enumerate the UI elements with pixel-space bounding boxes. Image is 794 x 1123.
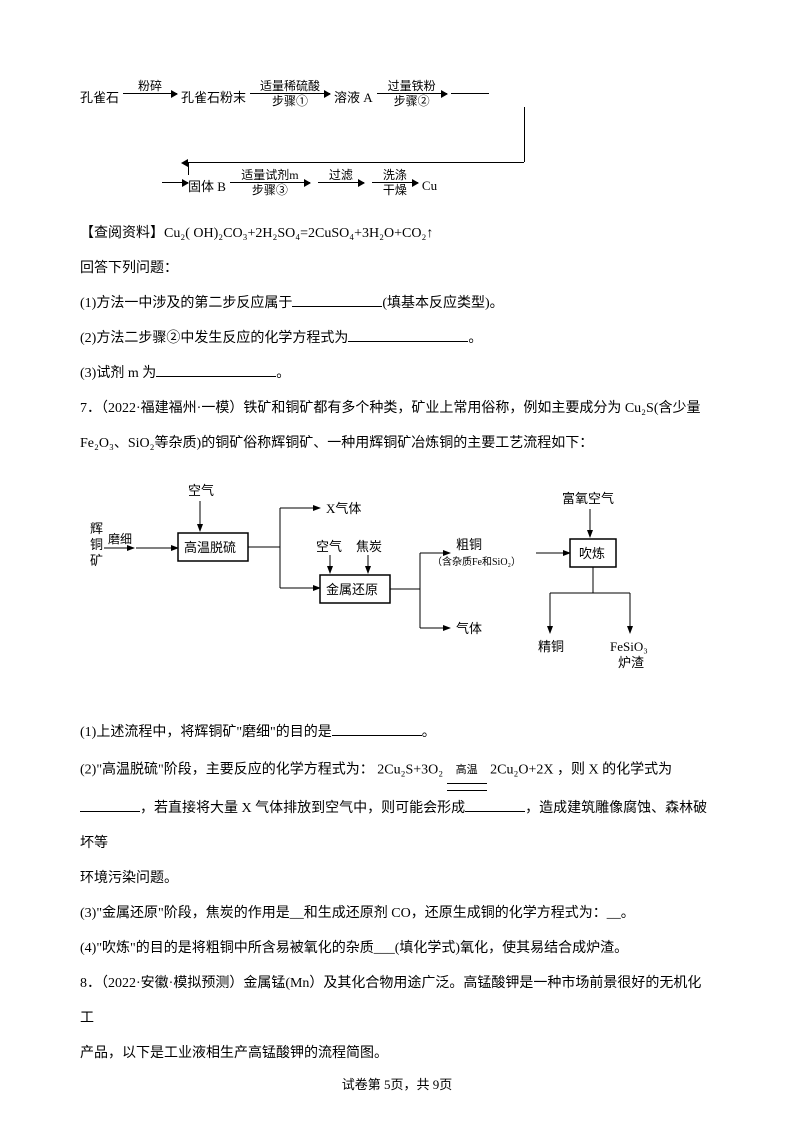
q7-2-eq-left: 2Cu₂S+3O₂ [377, 763, 443, 778]
q3-post: 。 [276, 366, 290, 381]
f2-gas: 气体 [456, 621, 482, 636]
flow1-arrow5-top: 过滤 [329, 169, 353, 181]
svg-text:铜: 铜 [90, 537, 103, 552]
flow1-arrow1-label: 粉碎 [138, 80, 162, 92]
q7-3: (3)"金属还原"阶段，焦炭的作用是__和生成还原剂 CO，还原生成铜的化学方程… [80, 896, 714, 931]
q7-2-blank-rain[interactable] [465, 797, 525, 812]
q7-line1: 7．（2022·福建福州·一模）铁矿和铜矿都有多个种类，矿业上常用俗称，例如主要… [80, 391, 714, 426]
f2-crude: 粗铜 [456, 537, 482, 552]
q2-blank[interactable] [348, 327, 468, 342]
f2-blow: 吹炼 [579, 546, 605, 561]
f2-coke: 焦炭 [356, 539, 382, 554]
flow1-node-powder: 孔雀石粉末 [181, 81, 246, 106]
f2-air2: 空气 [316, 539, 342, 554]
flow1-node-solution-a: 溶液 A [334, 81, 373, 106]
flow1-arrow6-bot: 干燥 [383, 184, 407, 196]
q1-post: (填基本反应类型)。 [382, 296, 503, 311]
flow-diagram-2: 辉 铜 矿 磨细 空气 高温脱硫 X气体 空气 焦炭 [80, 473, 714, 703]
f2-slag1: FeSiO₃ [610, 639, 648, 654]
q8-line2: 产品，以下是工业液相生产高锰酸钾的流程简图。 [80, 1036, 714, 1071]
q7-1-post: 。 [422, 725, 436, 740]
q7-2-blank-x[interactable] [80, 797, 140, 812]
flow1-arrow3-bot: 步骤② [394, 95, 430, 107]
flow1-node-cu: Cu [422, 172, 437, 194]
q7-2-mid: ，若直接将大量 X 气体排放到空气中，则可能会形成 [140, 801, 465, 816]
q3-pre: (3)试剂 m 为 [80, 366, 156, 381]
flow1-node-solid-b: 固体 B [188, 170, 226, 195]
q8-line1: 8．（2022·安徽·模拟预测）金属锰(Mn）及其化合物用途广泛。高锰酸钾是一种… [80, 966, 714, 1036]
flow1-arrow3-top: 过量铁粉 [388, 80, 436, 92]
f2-impurity: （含杂质Fe和SiO₂） [432, 555, 521, 568]
q3-blank[interactable] [156, 362, 276, 377]
q2-pre: (2)方法二步骤②中发生反应的化学方程式为 [80, 331, 348, 346]
q1-blank[interactable] [292, 292, 382, 307]
f2-pure: 精铜 [538, 639, 564, 654]
q7-2-post1: ，则 X 的化学式为 [557, 763, 672, 778]
q7-1-blank[interactable] [332, 721, 422, 736]
q7-line2: Fe₂O₃、SiO₂等杂质)的铜矿俗称辉铜矿、一种用辉铜矿冶炼铜的主要工艺流程如… [80, 426, 714, 461]
q1-pre: (1)方法一中涉及的第二步反应属于 [80, 296, 292, 311]
reference-equation: Cu₂( OH)₂CO₃+2H₂SO₄=2CuSO₄+3H₂O+CO₂↑ [164, 226, 433, 241]
f2-desulfurize: 高温脱硫 [184, 540, 236, 555]
q7-2-pre: (2)"高温脱硫"阶段，主要反应的化学方程式为： [80, 763, 374, 778]
f2-richair: 富氧空气 [562, 491, 614, 506]
page-footer: 试卷第 5页，共 9页 [0, 1074, 794, 1093]
questions-intro: 回答下列问题： [80, 251, 714, 286]
flow1-arrow2-bot: 步骤① [272, 95, 308, 107]
flow-diagram-1: 孔雀石 粉碎 孔雀石粉末 适量稀硫酸 步骤① 溶液 A 过量铁粉 步骤② [80, 70, 714, 216]
reaction-condition-arrow: 高温 [447, 750, 487, 791]
q7-2-eq-right: 2Cu₂O+2X [490, 763, 553, 778]
flow1-arrow4-bot: 步骤③ [252, 184, 288, 196]
svg-text:矿: 矿 [90, 553, 103, 568]
flow1-node-kongqueshi: 孔雀石 [80, 81, 119, 106]
flow1-arrow6-top: 洗涤 [383, 169, 407, 181]
f2-grind-label: 磨细 [108, 532, 132, 546]
f2-reduce: 金属还原 [326, 582, 378, 597]
q7-4: (4)"吹炼"的目的是将粗铜中所含易被氧化的杂质___(填化学式)氧化，使其易结… [80, 931, 714, 966]
f2-slag2: 炉渣 [618, 655, 644, 670]
q2-post: 。 [468, 331, 482, 346]
q7-2-line3: 环境污染问题。 [80, 861, 714, 896]
f2-air1: 空气 [188, 483, 214, 498]
f2-xgas: X气体 [326, 501, 361, 516]
q7-1-pre: (1)上述流程中，将辉铜矿"磨细"的目的是 [80, 725, 332, 740]
f2-label-ore: 辉 [90, 521, 103, 536]
reference-label: 【查阅资料】 [80, 226, 164, 241]
flow1-arrow2-top: 适量稀硫酸 [260, 80, 320, 92]
flow1-arrow4-top: 适量试剂m [241, 169, 298, 181]
